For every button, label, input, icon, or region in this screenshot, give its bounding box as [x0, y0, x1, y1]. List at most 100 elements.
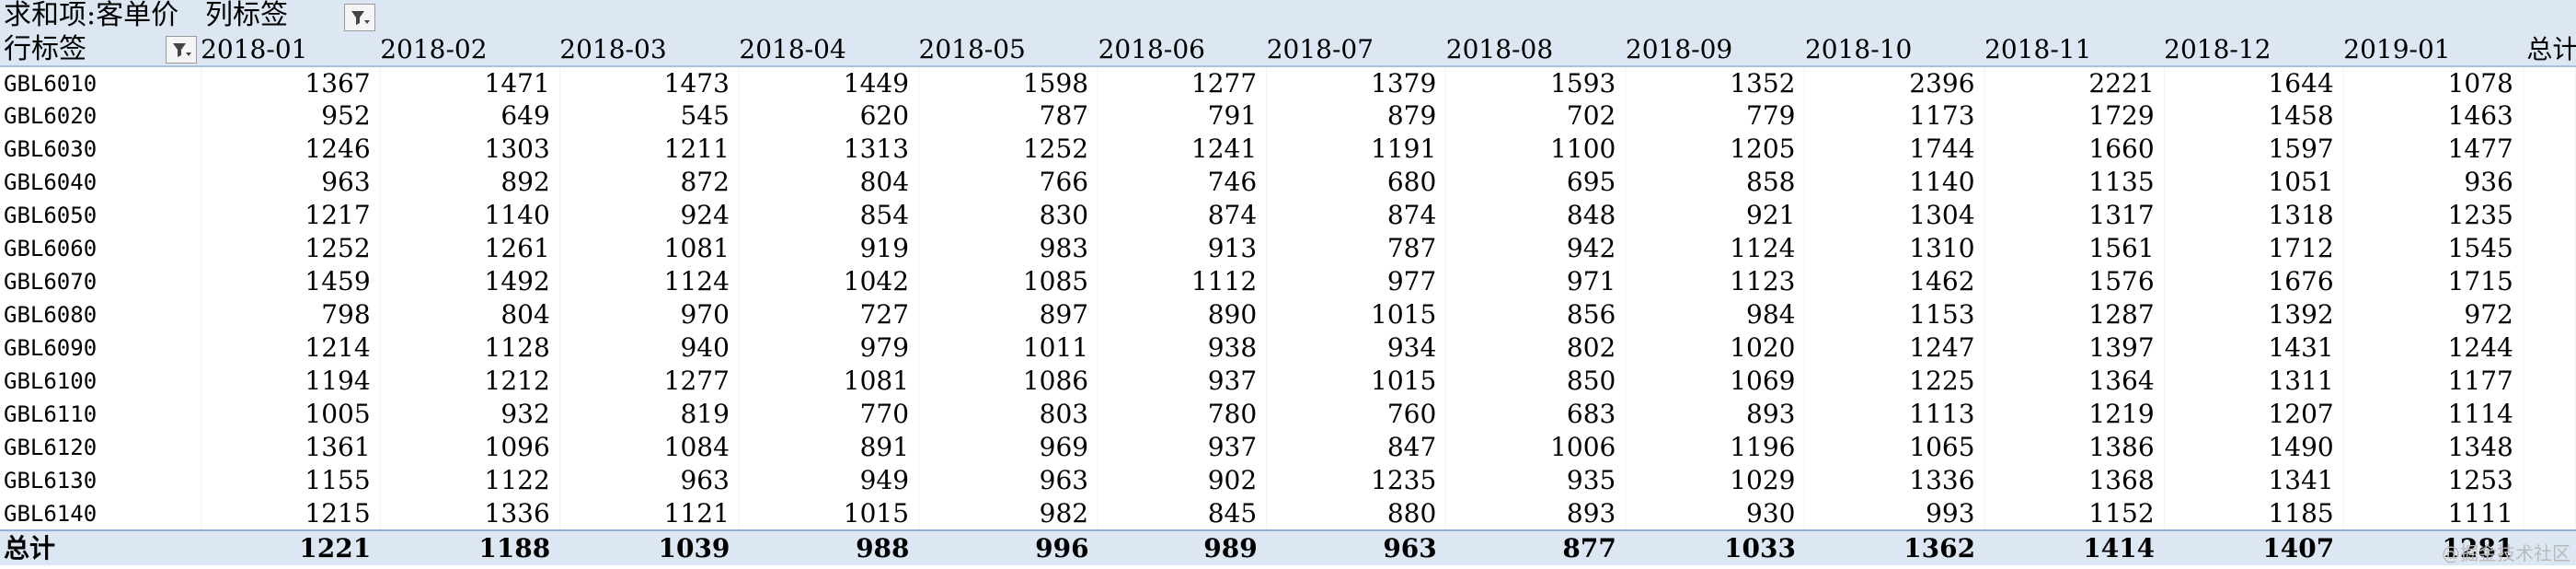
- table-cell[interactable]: 1712: [2164, 232, 2344, 265]
- column-header-2018-10[interactable]: 2018-10: [1804, 33, 1985, 67]
- table-cell[interactable]: 1676: [2164, 265, 2344, 298]
- table-cell[interactable]: 1081: [559, 232, 740, 265]
- table-cell[interactable]: 1225: [1804, 365, 1985, 398]
- table-cell[interactable]: 1207: [2164, 398, 2344, 431]
- table-cell[interactable]: 1153: [1804, 298, 1985, 331]
- table-cell[interactable]: 760: [1266, 398, 1447, 431]
- table-cell[interactable]: 1471: [380, 66, 560, 99]
- table-cell[interactable]: 1140: [1804, 166, 1985, 199]
- table-cell[interactable]: 620: [739, 99, 920, 133]
- table-cell[interactable]: 936: [2343, 166, 2524, 199]
- table-cell[interactable]: 1215: [201, 497, 381, 530]
- table-cell[interactable]: 1303: [380, 133, 560, 166]
- table-cell[interactable]: 683: [1445, 398, 1627, 431]
- table-cell[interactable]: 1235: [1266, 464, 1447, 497]
- table-cell[interactable]: 1011: [918, 331, 1099, 365]
- table-cell[interactable]: 1114: [2343, 398, 2524, 431]
- table-cell[interactable]: 880: [1266, 497, 1447, 530]
- table-cell[interactable]: 942: [1445, 232, 1627, 265]
- table-cell[interactable]: 1458: [2164, 99, 2344, 133]
- table-cell[interactable]: 680: [1266, 166, 1447, 199]
- table-cell-empty[interactable]: [2523, 529, 2576, 565]
- table-cell[interactable]: 802: [1445, 331, 1627, 365]
- table-cell-empty[interactable]: [2523, 199, 2576, 232]
- table-cell[interactable]: 879: [1266, 99, 1447, 133]
- table-cell[interactable]: 1173: [1804, 99, 1985, 133]
- table-cell[interactable]: 1051: [2164, 166, 2344, 199]
- table-cell[interactable]: 1593: [1445, 66, 1627, 99]
- table-cell-empty[interactable]: [2523, 464, 2576, 497]
- table-cell[interactable]: 893: [1445, 497, 1627, 530]
- table-cell[interactable]: 1113: [1804, 398, 1985, 431]
- table-cell[interactable]: 1241: [1098, 133, 1268, 166]
- row-label[interactable]: GBL6140: [0, 497, 201, 530]
- table-cell[interactable]: 1392: [2164, 298, 2344, 331]
- table-cell[interactable]: 1211: [559, 133, 740, 166]
- row-label[interactable]: GBL6080: [0, 298, 201, 331]
- table-cell[interactable]: 847: [1266, 431, 1447, 464]
- table-cell[interactable]: 1545: [2343, 232, 2524, 265]
- table-cell[interactable]: 1191: [1266, 133, 1447, 166]
- table-cell[interactable]: 982: [918, 497, 1099, 530]
- table-cell[interactable]: 1112: [1098, 265, 1268, 298]
- row-label[interactable]: GBL6010: [0, 66, 201, 99]
- table-cell[interactable]: 545: [559, 99, 740, 133]
- table-cell[interactable]: 1177: [2343, 365, 2524, 398]
- table-cell[interactable]: 1304: [1804, 199, 1985, 232]
- table-cell-empty[interactable]: [2523, 398, 2576, 431]
- table-cell[interactable]: 1140: [380, 199, 560, 232]
- table-cell[interactable]: 1490: [2164, 431, 2344, 464]
- grand-total-cell[interactable]: 1033: [1625, 529, 1805, 565]
- grand-total-cell[interactable]: 989: [1098, 529, 1267, 565]
- table-cell[interactable]: 1341: [2164, 464, 2344, 497]
- table-cell[interactable]: 1152: [1984, 497, 2165, 530]
- table-cell[interactable]: 1246: [201, 133, 381, 166]
- table-cell[interactable]: 803: [918, 398, 1099, 431]
- table-cell[interactable]: 1463: [2343, 99, 2524, 133]
- table-cell[interactable]: 891: [739, 431, 920, 464]
- table-cell[interactable]: 1313: [739, 133, 920, 166]
- table-cell[interactable]: 1042: [739, 265, 920, 298]
- column-header-2018-05[interactable]: 2018-05: [918, 33, 1098, 67]
- column-header-2018-01[interactable]: 2018-01: [201, 33, 381, 67]
- table-cell[interactable]: 1431: [2164, 331, 2344, 365]
- grand-total-cell[interactable]: 1414: [1984, 529, 2165, 565]
- column-header-2018-02[interactable]: 2018-02: [380, 33, 560, 67]
- table-cell[interactable]: 1124: [559, 265, 740, 298]
- row-label[interactable]: GBL6040: [0, 166, 201, 199]
- table-cell[interactable]: 858: [1625, 166, 1806, 199]
- table-cell[interactable]: 874: [1266, 199, 1447, 232]
- grand-total-cell[interactable]: 1281: [2343, 529, 2524, 565]
- table-cell-empty[interactable]: [2523, 365, 2576, 398]
- table-cell[interactable]: 1121: [559, 497, 740, 530]
- table-cell[interactable]: 952: [201, 99, 381, 133]
- table-cell[interactable]: 848: [1445, 199, 1627, 232]
- table-cell[interactable]: 1287: [1984, 298, 2165, 331]
- row-label[interactable]: GBL6120: [0, 431, 201, 464]
- row-label[interactable]: GBL6060: [0, 232, 201, 265]
- table-cell[interactable]: 1277: [559, 365, 740, 398]
- table-cell[interactable]: 1644: [2164, 66, 2344, 99]
- table-cell[interactable]: 1729: [1984, 99, 2165, 133]
- table-cell[interactable]: 1576: [1984, 265, 2165, 298]
- row-label[interactable]: GBL6110: [0, 398, 201, 431]
- table-cell[interactable]: 1597: [2164, 133, 2344, 166]
- table-cell[interactable]: 798: [201, 298, 381, 331]
- table-cell[interactable]: 856: [1445, 298, 1627, 331]
- table-cell[interactable]: 1065: [1804, 431, 1985, 464]
- table-cell[interactable]: 1352: [1625, 66, 1806, 99]
- table-cell[interactable]: 890: [1098, 298, 1268, 331]
- table-cell[interactable]: 1029: [1625, 464, 1806, 497]
- table-cell[interactable]: 1185: [2164, 497, 2344, 530]
- column-header-2018-12[interactable]: 2018-12: [2164, 33, 2344, 67]
- table-cell[interactable]: 1561: [1984, 232, 2165, 265]
- table-cell[interactable]: 1715: [2343, 265, 2524, 298]
- table-cell[interactable]: 1449: [739, 66, 920, 99]
- table-cell[interactable]: 1364: [1984, 365, 2165, 398]
- row-label[interactable]: GBL6020: [0, 99, 201, 133]
- table-cell[interactable]: 913: [1098, 232, 1268, 265]
- table-cell[interactable]: 1217: [201, 199, 381, 232]
- grand-total-cell[interactable]: 1188: [380, 529, 560, 565]
- table-cell[interactable]: 1348: [2343, 431, 2524, 464]
- table-cell[interactable]: 1473: [559, 66, 740, 99]
